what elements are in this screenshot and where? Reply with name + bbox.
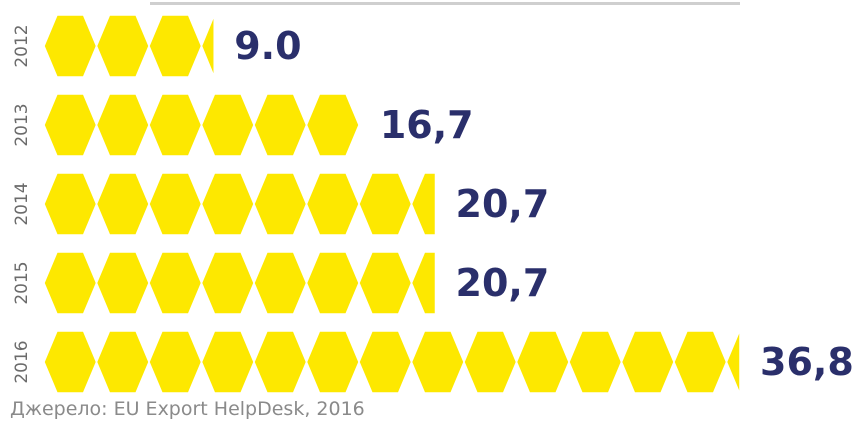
bar-hex-cell: [673, 330, 728, 394]
bar-hex-cell: [200, 14, 215, 78]
bar-hex-cell: [253, 330, 308, 394]
bar-hex-cell: [148, 14, 203, 78]
bar-hex-cell: [305, 172, 360, 236]
top-divider: [150, 2, 740, 5]
bar-hex-cell: [43, 330, 98, 394]
bar-hex-cell: [148, 172, 203, 236]
bar-hex-cell: [305, 330, 360, 394]
value-label-2014: 20,7: [456, 182, 550, 226]
bar-hex-cell: [95, 330, 150, 394]
bar-hex-cell: [200, 93, 255, 157]
bar-2016: [43, 330, 741, 394]
bar-2012: [43, 14, 215, 78]
bar-hex-cell: [620, 330, 675, 394]
bar-chart: 2012 9.0 2013 16,7 2014 20,7 2015 20,7 2016 36,8: [12, 14, 854, 394]
bar-hex-cell: [410, 330, 465, 394]
bar-hex-cell: [148, 93, 203, 157]
year-label-2013: 2013: [12, 103, 32, 146]
bar-2015: [43, 251, 437, 315]
bar-hex-cell: [515, 330, 570, 394]
bar-hex-cell: [358, 330, 413, 394]
year-label-2015: 2015: [12, 261, 32, 304]
bar-hex-cell: [358, 251, 413, 315]
bar-hex-cell: [95, 93, 150, 157]
bar-hex-cell: [43, 172, 98, 236]
value-label-2016: 36,8: [760, 340, 854, 384]
bar-hex-cell: [43, 251, 98, 315]
value-label-2012: 9.0: [234, 24, 301, 68]
bar-hex-cell: [200, 172, 255, 236]
bar-2013: [43, 93, 360, 157]
bar-2014: [43, 172, 437, 236]
source-note: Джерело: EU Export HelpDesk, 2016: [10, 398, 365, 420]
bar-hex-cell: [568, 330, 623, 394]
value-label-2013: 16,7: [380, 103, 474, 147]
bar-hex-cell: [253, 172, 308, 236]
year-label-2014: 2014: [12, 182, 32, 225]
bar-hex-cell: [410, 251, 437, 315]
bar-hex-cell: [725, 330, 741, 394]
bar-hex-cell: [148, 330, 203, 394]
year-label-2012: 2012: [12, 24, 32, 67]
bar-hex-cell: [253, 93, 308, 157]
bar-hex-cell: [253, 251, 308, 315]
bar-hex-cell: [200, 251, 255, 315]
bar-hex-cell: [95, 251, 150, 315]
bar-hex-cell: [200, 330, 255, 394]
bar-hex-cell: [305, 251, 360, 315]
bar-hex-cell: [43, 93, 98, 157]
bar-hex-cell: [463, 330, 518, 394]
bar-hex-cell: [95, 14, 150, 78]
year-label-2016: 2016: [12, 340, 32, 383]
bar-hex-cell: [305, 93, 360, 157]
value-label-2015: 20,7: [456, 261, 550, 305]
bar-hex-cell: [95, 172, 150, 236]
bar-hex-cell: [410, 172, 437, 236]
bar-hex-cell: [43, 14, 98, 78]
bar-hex-cell: [148, 251, 203, 315]
bar-hex-cell: [358, 172, 413, 236]
